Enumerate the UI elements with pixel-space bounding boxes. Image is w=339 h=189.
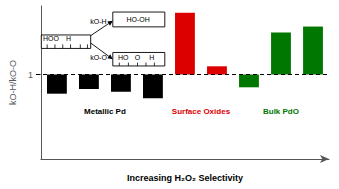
svg-text:Bulk PdO: Bulk PdO — [263, 107, 299, 116]
svg-text:kO-H: kO-H — [90, 18, 106, 25]
svg-text:kO-H/kO-O: kO-H/kO-O — [8, 60, 18, 105]
svg-text:kO-O: kO-O — [90, 54, 107, 61]
svg-text:Increasing H₂O₂ Selectivity: Increasing H₂O₂ Selectivity — [127, 173, 243, 183]
svg-text:H: H — [66, 35, 71, 42]
svg-text:Surface Oxides: Surface Oxides — [172, 107, 231, 116]
svg-text:H: H — [149, 54, 154, 61]
svg-text:HO-OH: HO-OH — [126, 16, 149, 23]
svg-text:Metallic Pd: Metallic Pd — [84, 107, 126, 116]
svg-text:O: O — [135, 54, 141, 61]
svg-text:1: 1 — [28, 70, 33, 80]
svg-text:HO: HO — [118, 54, 129, 61]
svg-text:HOO: HOO — [43, 35, 60, 42]
